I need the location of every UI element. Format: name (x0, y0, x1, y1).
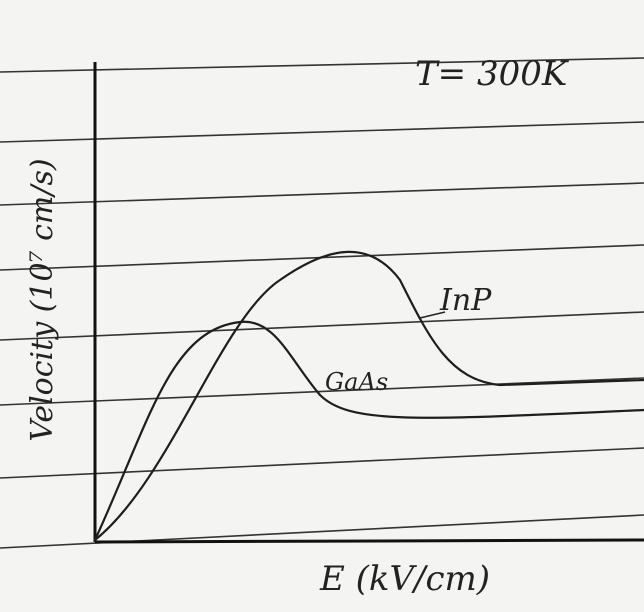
ruled-line (0, 378, 644, 405)
sketch: T= 300K InP GaAs Velocity (10⁷ cm/s) E (… (0, 0, 644, 612)
temperature-label: T= 300K (415, 54, 570, 94)
ruled-line (0, 122, 644, 142)
ruled-line (0, 312, 644, 340)
ruled-lines (0, 58, 644, 548)
x-axis (95, 540, 644, 542)
x-axis-label: E (kV/cm) (319, 559, 490, 599)
y-axis-label: Velocity (10⁷ cm/s) (25, 158, 60, 441)
ruled-line (0, 183, 644, 205)
gaas-label: GaAs (325, 368, 388, 396)
page: T= 300K InP GaAs Velocity (10⁷ cm/s) E (… (0, 0, 644, 612)
inp-label: InP (439, 283, 492, 318)
ruled-line (0, 448, 644, 478)
